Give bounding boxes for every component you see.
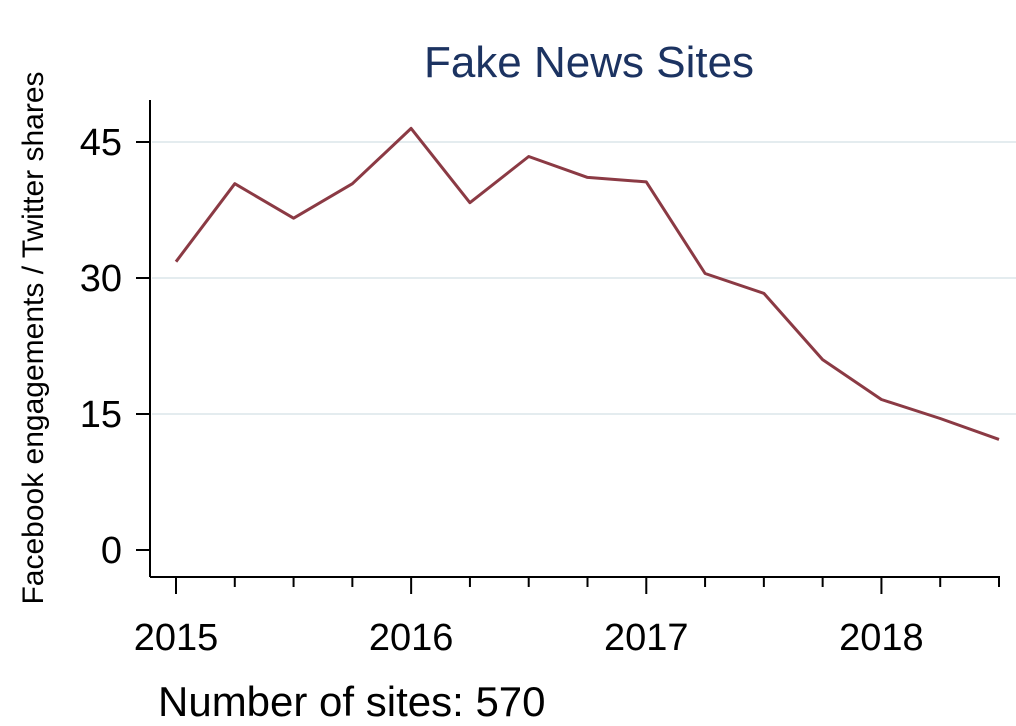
series-group: [174, 126, 1000, 441]
x-tick-label: 2018: [839, 617, 924, 659]
x-tick-label: 2017: [604, 617, 689, 659]
y-tick-label: 45: [80, 122, 122, 164]
y-axis-label: Facebook engagements / Twitter shares: [17, 71, 50, 604]
y-tick-label: 0: [101, 530, 122, 572]
chart-title: Fake News Sites: [424, 38, 754, 87]
gridlines: [152, 141, 1016, 415]
y-ticks: 0 15 30 45: [80, 122, 150, 572]
y-tick-label: 30: [80, 258, 122, 300]
y-tick-label: 15: [80, 394, 122, 436]
series-line: [174, 126, 1000, 441]
x-ticks: 2015 2016 2017 2018: [134, 577, 1000, 659]
sites-count-note: Number of sites: 570: [158, 678, 546, 725]
x-tick-label: 2015: [134, 617, 219, 659]
x-tick-label: 2016: [369, 617, 454, 659]
